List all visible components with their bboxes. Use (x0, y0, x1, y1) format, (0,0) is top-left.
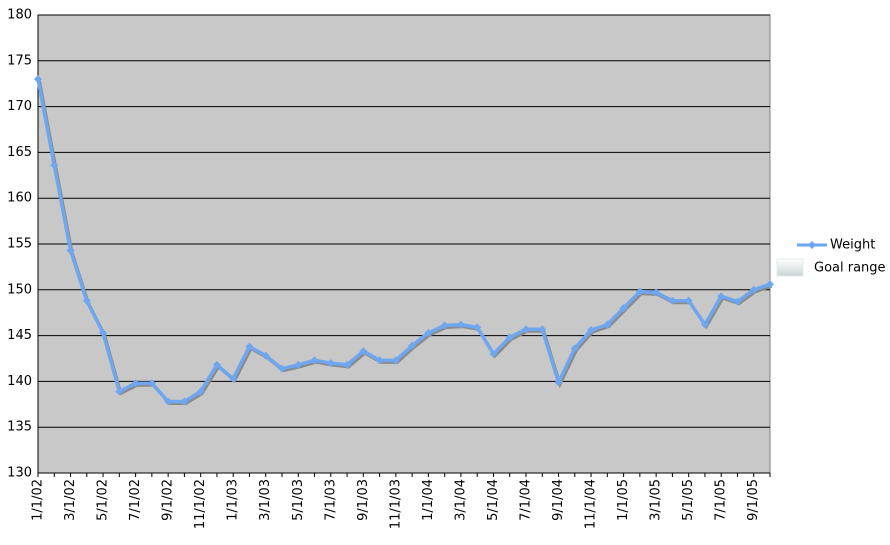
point (261, 351, 270, 360)
y-tick-label: 165 (7, 145, 32, 160)
point (424, 328, 433, 337)
point (391, 356, 400, 365)
x-tick-label: 7/1/05 (714, 479, 729, 521)
point (147, 379, 156, 388)
y-tick-label: 175 (7, 53, 32, 68)
point (66, 246, 75, 255)
point (749, 285, 758, 294)
point (587, 326, 596, 335)
legend-swatch (776, 258, 804, 277)
y-tick-label: 170 (7, 99, 32, 114)
x-tick-label: 5/1/03 (291, 479, 306, 521)
point (619, 304, 628, 313)
x-tick-label: 9/1/05 (746, 479, 761, 521)
point (505, 333, 514, 342)
y-tick-label: 155 (7, 237, 32, 252)
point (196, 387, 205, 396)
x-tick-label: 1/1/03 (226, 479, 241, 521)
point (294, 360, 303, 369)
point (375, 356, 384, 365)
y-tick-label: 180 (7, 8, 32, 23)
legend-swatch (808, 241, 816, 249)
point (440, 321, 449, 330)
x-tick-label: 3/1/05 (649, 479, 664, 521)
x-tick-label: 1/1/04 (421, 479, 436, 521)
legend-label: Weight (830, 238, 875, 253)
point (310, 356, 319, 365)
y-tick-label: 145 (7, 328, 32, 343)
x-tick-label: 3/1/04 (453, 479, 468, 521)
point (473, 323, 482, 332)
point (684, 296, 693, 305)
y-tick-label: 150 (7, 282, 32, 297)
point (164, 397, 173, 406)
point (766, 280, 774, 289)
x-tick-label: 9/1/02 (161, 479, 176, 521)
y-tick-label: 130 (7, 466, 32, 481)
point (522, 325, 530, 334)
point (456, 320, 465, 329)
x-tick-label: 5/1/02 (96, 479, 111, 521)
x-tick-label: 11/1/02 (193, 479, 208, 529)
x-tick-label: 11/1/04 (584, 479, 599, 529)
point (82, 296, 91, 305)
point (733, 297, 742, 306)
point (489, 349, 498, 358)
x-tick-label: 7/1/04 (519, 479, 534, 521)
legend-label: Goal range (814, 261, 886, 276)
point (115, 387, 124, 396)
point (668, 296, 677, 305)
point (34, 75, 42, 84)
point (652, 288, 661, 297)
point (717, 292, 726, 301)
point (343, 360, 352, 369)
point (245, 342, 254, 351)
point (570, 344, 579, 353)
point (99, 328, 108, 337)
point (700, 320, 709, 329)
point (554, 378, 563, 387)
point (408, 341, 417, 350)
x-tick-label: 9/1/04 (551, 479, 566, 521)
point (212, 360, 221, 369)
point (635, 287, 644, 296)
point (603, 320, 612, 329)
point (50, 161, 59, 170)
x-tick-label: 11/1/03 (388, 479, 403, 529)
x-tick-label: 3/1/03 (258, 479, 273, 521)
y-tick-label: 135 (7, 420, 32, 435)
y-tick-label: 160 (7, 191, 32, 206)
x-tick-label: 1/1/05 (616, 479, 631, 521)
x-tick-label: 5/1/04 (486, 479, 501, 521)
x-tick-label: 9/1/03 (356, 479, 371, 521)
x-tick-label: 7/1/03 (323, 479, 338, 521)
point (359, 347, 368, 356)
point (326, 359, 335, 368)
x-tick-label: 5/1/05 (681, 479, 696, 521)
point (229, 374, 238, 383)
point (180, 397, 189, 406)
x-tick-label: 3/1/02 (63, 479, 78, 521)
y-tick-label: 140 (7, 374, 32, 389)
point (278, 364, 286, 373)
point (131, 379, 140, 388)
point (538, 325, 547, 334)
x-tick-label: 7/1/02 (128, 479, 143, 521)
x-tick-label: 1/1/02 (31, 479, 46, 521)
series-line (36, 78, 771, 404)
